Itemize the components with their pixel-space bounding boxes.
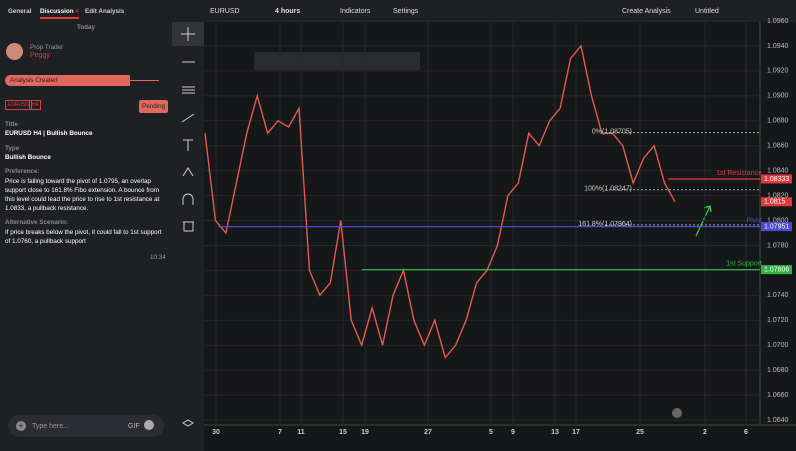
y-tick-label: 1.0880 bbox=[767, 118, 789, 125]
x-tick-label: 30 bbox=[212, 429, 220, 436]
level-value: 1.08333 bbox=[764, 176, 789, 183]
tool-icon[interactable] bbox=[182, 419, 194, 427]
level-tag bbox=[761, 265, 792, 275]
event-line bbox=[125, 80, 159, 81]
label: Title bbox=[5, 121, 18, 128]
day: Today bbox=[76, 24, 96, 31]
label: Type bbox=[5, 145, 20, 152]
tag: EURUSD bbox=[5, 100, 33, 110]
create[interactable]: Create Analysis bbox=[622, 8, 671, 15]
x-tick-label: 11 bbox=[297, 429, 305, 436]
level-name: 1st Support bbox=[726, 260, 762, 267]
indicators[interactable]: Indicators bbox=[340, 8, 371, 15]
y-tick-label: 1.0780 bbox=[767, 242, 789, 249]
y-tick-label: 1.0920 bbox=[767, 68, 789, 75]
tool-icon[interactable] bbox=[182, 193, 194, 205]
hint-icon[interactable] bbox=[672, 408, 682, 418]
placeholder: Type here... bbox=[32, 423, 69, 430]
input[interactable] bbox=[8, 415, 164, 437]
price-tag bbox=[761, 197, 792, 207]
status[interactable]: Pending bbox=[139, 100, 169, 113]
x-tick-label: 17 bbox=[572, 429, 580, 436]
x-tick-label: 27 bbox=[424, 429, 432, 436]
tool-icon[interactable] bbox=[182, 167, 194, 177]
y-tick-label: 1.0900 bbox=[767, 93, 789, 100]
x-tick-label: 2 bbox=[703, 429, 707, 436]
emoji[interactable] bbox=[144, 420, 154, 430]
y-tick-label: 1.0680 bbox=[767, 367, 789, 374]
y-tick-label: 1.0840 bbox=[767, 167, 789, 174]
level-name: Pivot bbox=[746, 217, 762, 224]
y-tick-label: 1.0660 bbox=[767, 392, 789, 399]
type: Bullish Bounce bbox=[5, 154, 51, 161]
level-value: 1.07951 bbox=[764, 223, 789, 230]
time: 10:34 bbox=[150, 254, 166, 261]
add-icon[interactable]: + bbox=[16, 421, 26, 431]
interval[interactable]: 4 hours bbox=[275, 8, 300, 15]
x-tick-label: 5 bbox=[489, 429, 493, 436]
tool-icon[interactable] bbox=[181, 27, 195, 41]
avatar bbox=[6, 43, 23, 60]
y-tick-label: 1.0940 bbox=[767, 43, 789, 50]
y-tick-label: 1.0860 bbox=[767, 143, 789, 150]
tab-close[interactable]: × bbox=[75, 8, 80, 15]
fib-label: 0%(1.08705) bbox=[592, 128, 632, 135]
x-tick-label: 7 bbox=[278, 429, 282, 436]
preference: Price is falling toward the pivot of 1.0… bbox=[5, 178, 160, 212]
label: Alternative Scenario: bbox=[5, 219, 68, 226]
sidebar: General Discussion × Edit Analysis Today… bbox=[0, 0, 172, 451]
y-tick-label: 1.0800 bbox=[767, 217, 789, 224]
price-value: 1.0815 bbox=[764, 199, 786, 206]
tool-icon[interactable] bbox=[183, 139, 193, 151]
y-tick-label: 1.0820 bbox=[767, 192, 789, 199]
title: EURUSD H4 | Bullish Bounce bbox=[5, 130, 93, 137]
alt: If price breaks below the pivot, it coul… bbox=[5, 229, 162, 245]
tool-icon[interactable] bbox=[181, 113, 195, 123]
event: Analysis Created bbox=[5, 75, 130, 86]
y-tick-label: 1.0640 bbox=[767, 417, 789, 424]
tool-icon[interactable] bbox=[183, 221, 194, 232]
topbar bbox=[204, 0, 796, 22]
fib-label: 161.8%(1.07964) bbox=[578, 221, 632, 228]
doc[interactable]: Untitled bbox=[695, 8, 719, 15]
y-tick-label: 1.0740 bbox=[767, 292, 789, 299]
tab[interactable]: Discussion × bbox=[40, 8, 80, 19]
x-tick-label: 15 bbox=[339, 429, 347, 436]
tool-icon[interactable] bbox=[182, 86, 195, 94]
tab[interactable]: Edit Analysis bbox=[85, 8, 125, 15]
tab-label: Discussion bbox=[40, 8, 74, 15]
user-name: Peggy bbox=[30, 52, 50, 59]
toolbar bbox=[172, 0, 204, 451]
drawing-toolbar bbox=[254, 52, 420, 70]
fib-label: 100%(1.08247) bbox=[584, 186, 632, 193]
x-tick-label: 6 bbox=[744, 429, 748, 436]
level-tag bbox=[761, 222, 792, 232]
tag: H4 bbox=[29, 100, 42, 110]
y-tick-label: 1.0960 bbox=[767, 18, 789, 25]
user-role: Prop Trader bbox=[30, 44, 64, 51]
tab[interactable]: General bbox=[8, 8, 32, 15]
symbol[interactable]: EURUSD bbox=[210, 8, 240, 15]
settings[interactable]: Settings bbox=[393, 8, 419, 15]
x-tick-label: 19 bbox=[361, 429, 369, 436]
level-name: 1st Resistance bbox=[716, 170, 762, 177]
y-tick-label: 1.0700 bbox=[767, 342, 789, 349]
gif[interactable]: GIF bbox=[128, 423, 140, 430]
level-tag bbox=[761, 174, 792, 184]
x-tick-label: 13 bbox=[551, 429, 559, 436]
level-value: 1.07606 bbox=[764, 266, 789, 273]
price-line bbox=[204, 44, 676, 360]
label: Preference: bbox=[5, 168, 40, 175]
y-tick-label: 1.0720 bbox=[767, 317, 789, 324]
x-tick-label: 25 bbox=[636, 429, 644, 436]
x-tick-label: 9 bbox=[511, 429, 515, 436]
